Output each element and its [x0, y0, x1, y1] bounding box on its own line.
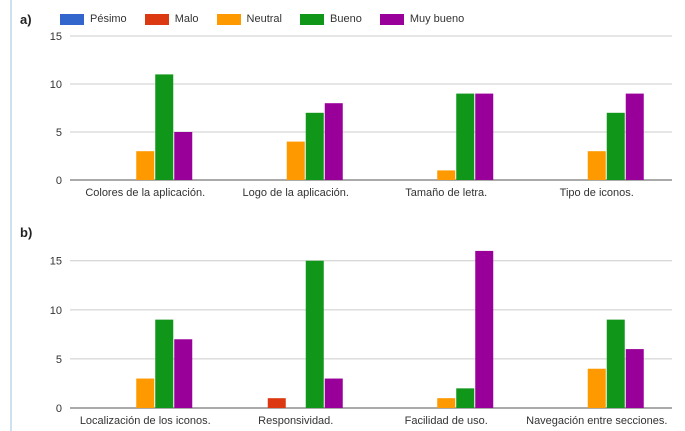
panel-label-a: a): [20, 12, 32, 27]
bar: [305, 112, 324, 180]
legend-label: Pésimo: [90, 13, 127, 25]
bar: [456, 93, 475, 180]
y-tick-label: 0: [56, 403, 62, 415]
bar: [155, 319, 174, 408]
y-tick-label: 10: [50, 305, 62, 317]
legend-item: Muy bueno: [379, 13, 465, 25]
bar: [305, 260, 324, 408]
bar: [625, 93, 644, 180]
bar: [136, 378, 155, 408]
x-category-label: Tipo de iconos.: [560, 187, 634, 199]
legend: Pésimo Malo Neutral Bueno Muy bueno: [60, 10, 464, 28]
legend-swatch: [379, 13, 404, 25]
legend-swatch: [60, 13, 84, 25]
bar: [324, 103, 343, 180]
x-category-label: Facilidad de uso.: [405, 415, 488, 427]
x-category-label: Colores de la aplicación.: [85, 187, 205, 199]
x-category-label: Localización de los iconos.: [80, 415, 211, 427]
bar: [606, 112, 625, 180]
x-category-label: Tamaño de letra.: [405, 187, 487, 199]
bar: [625, 349, 644, 408]
bar: [456, 388, 475, 408]
legend-item: Bueno: [300, 13, 362, 25]
legend-label: Muy bueno: [409, 13, 465, 25]
bar: [267, 398, 286, 408]
y-tick-label: 15: [50, 31, 62, 43]
bar: [587, 151, 606, 180]
bar: [155, 74, 174, 180]
bar: [174, 339, 193, 408]
x-category-label: Navegación entre secciones.: [526, 415, 667, 427]
bar: [475, 250, 494, 408]
legend-label: Bueno: [330, 13, 362, 25]
bar: [475, 93, 494, 180]
legend-swatch: [300, 13, 324, 25]
y-tick-label: 0: [56, 175, 62, 187]
bar: [286, 141, 305, 180]
left-border-rule: [10, 0, 12, 431]
bar: [324, 378, 343, 408]
legend-item: Neutral: [216, 13, 282, 25]
bar: [606, 319, 625, 408]
bar: [136, 151, 155, 180]
bar: [437, 170, 456, 180]
bar: [587, 368, 606, 408]
bar: [174, 132, 193, 180]
y-tick-label: 10: [50, 79, 62, 91]
legend-label: Neutral: [246, 13, 282, 25]
legend-label: Malo: [174, 13, 199, 25]
x-category-label: Responsividad.: [258, 415, 333, 427]
y-tick-label: 5: [56, 127, 62, 139]
y-tick-label: 15: [50, 256, 62, 268]
legend-swatch: [216, 13, 241, 25]
panel-label-b: b): [20, 225, 33, 240]
legend-item: Malo: [144, 13, 199, 25]
bar: [437, 398, 456, 408]
x-category-label: Logo de la aplicación.: [243, 187, 349, 199]
legend-swatch: [144, 13, 169, 25]
legend-item: Pésimo: [60, 13, 127, 25]
y-tick-label: 5: [56, 354, 62, 366]
